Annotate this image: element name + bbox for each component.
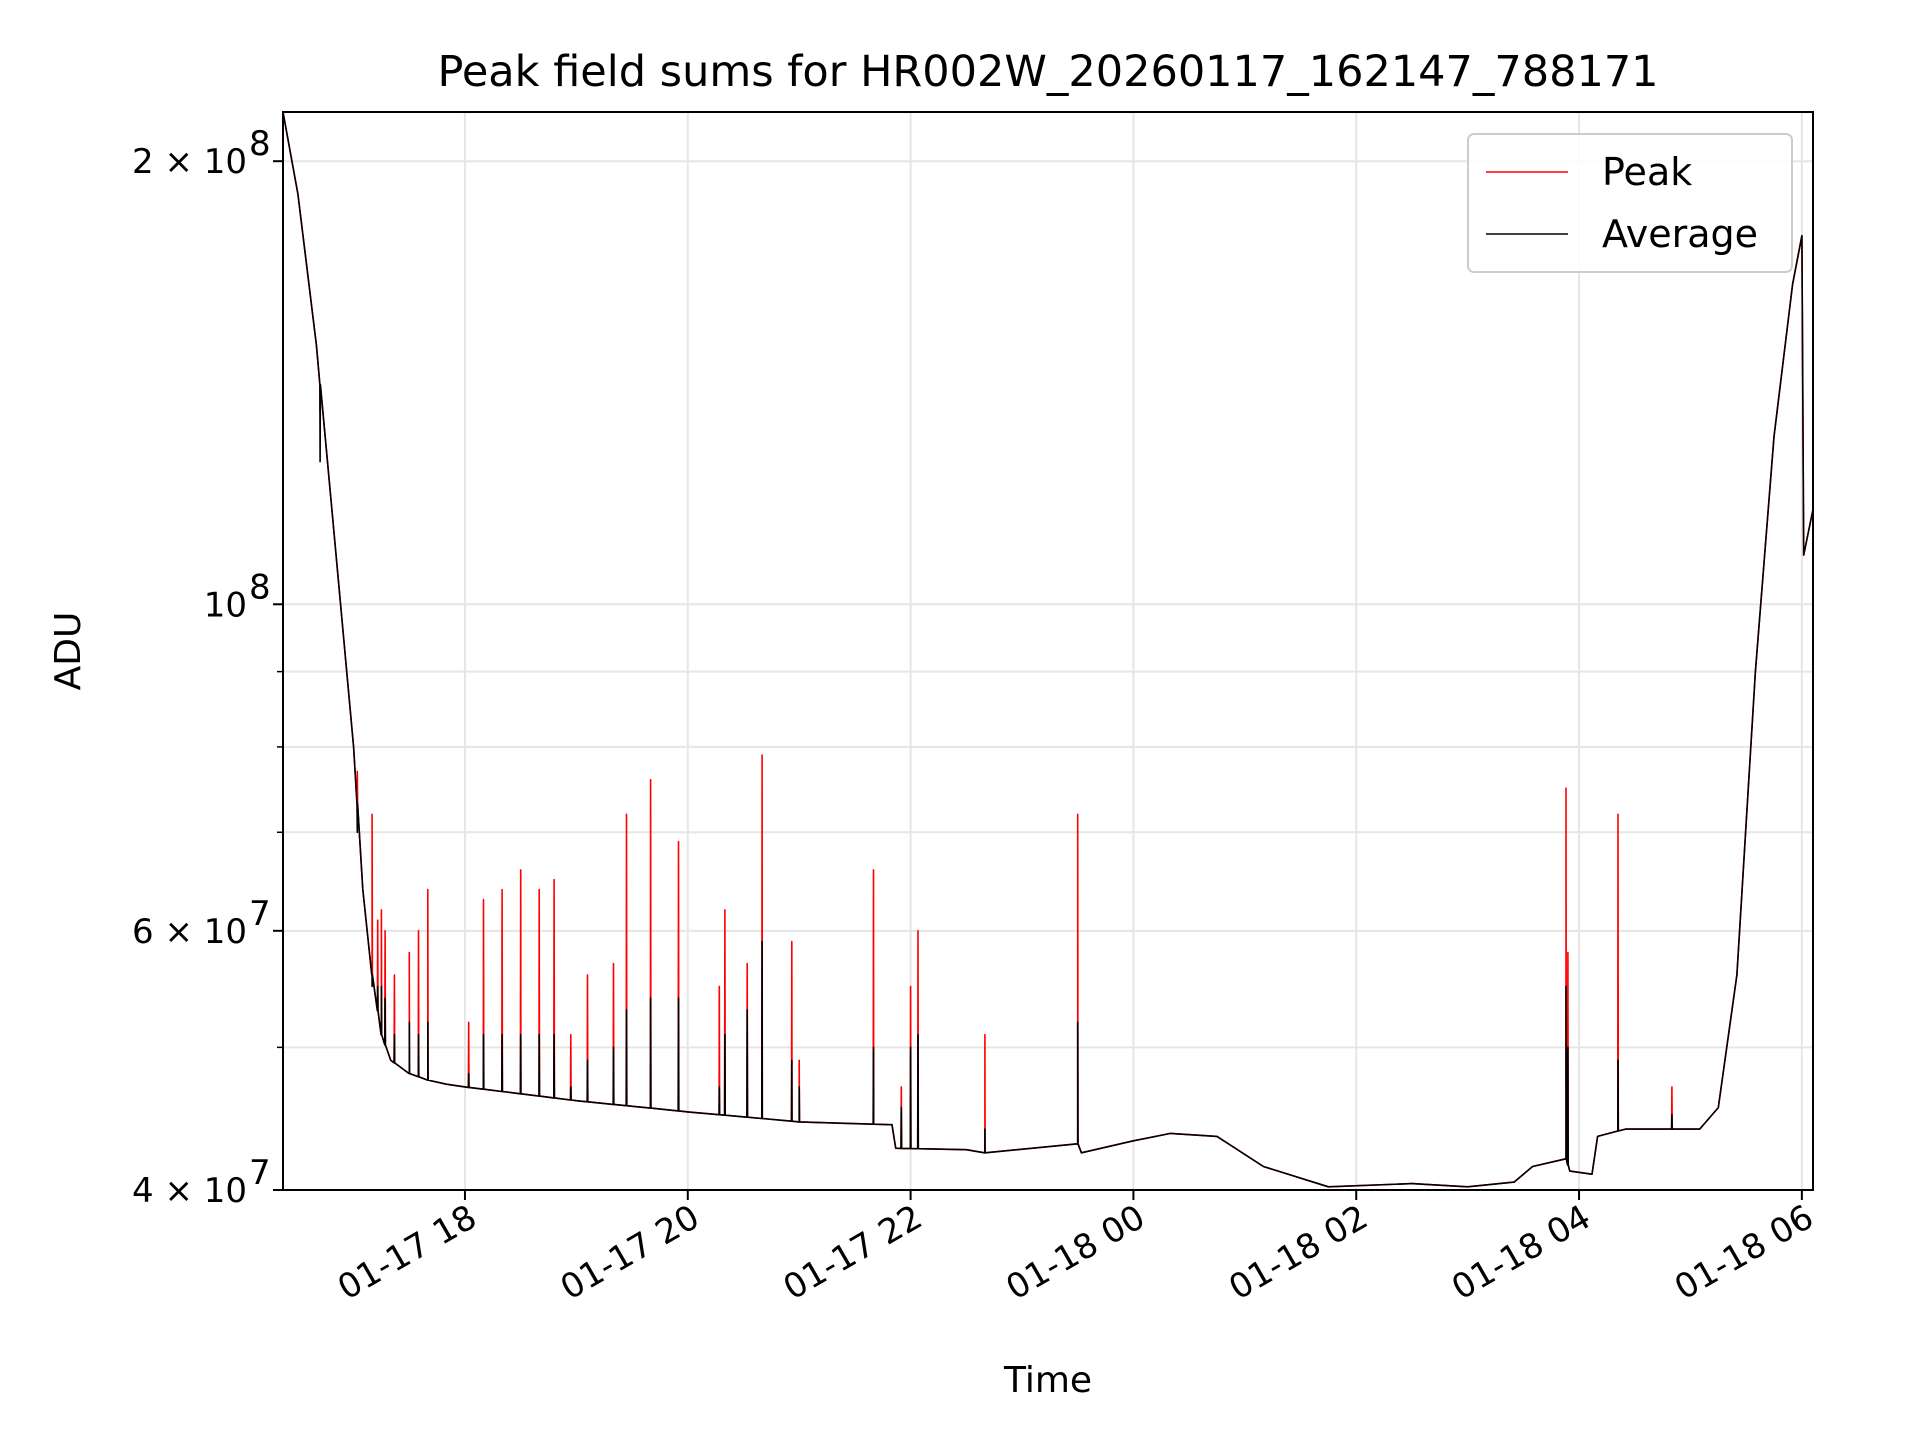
series-line-average — [283, 112, 1813, 1188]
y-tick-label: 10 — [204, 585, 247, 625]
y-tick-label: 2 × 10 — [132, 142, 247, 182]
plot-data — [283, 112, 1813, 1188]
y-tick-exponent: 8 — [249, 567, 271, 607]
chart-title: Peak field sums for HR002W_20260117_1621… — [437, 47, 1658, 97]
y-tick-label: 6 × 10 — [132, 912, 247, 952]
y-tick-exponent: 7 — [249, 894, 271, 934]
legend-label-average: Average — [1602, 212, 1758, 256]
y-tick-exponent: 8 — [249, 124, 271, 164]
legend-box — [1467, 133, 1793, 273]
y-tick-label: 4 × 10 — [132, 1171, 247, 1211]
plot-frame — [282, 111, 1814, 1191]
x-axis-title: Time — [1003, 1360, 1092, 1401]
y-tick-exponent: 7 — [249, 1153, 271, 1193]
legend: Peak Average — [1467, 133, 1793, 273]
legend-label-peak: Peak — [1602, 150, 1692, 194]
y-axis-title: ADU — [48, 612, 89, 691]
